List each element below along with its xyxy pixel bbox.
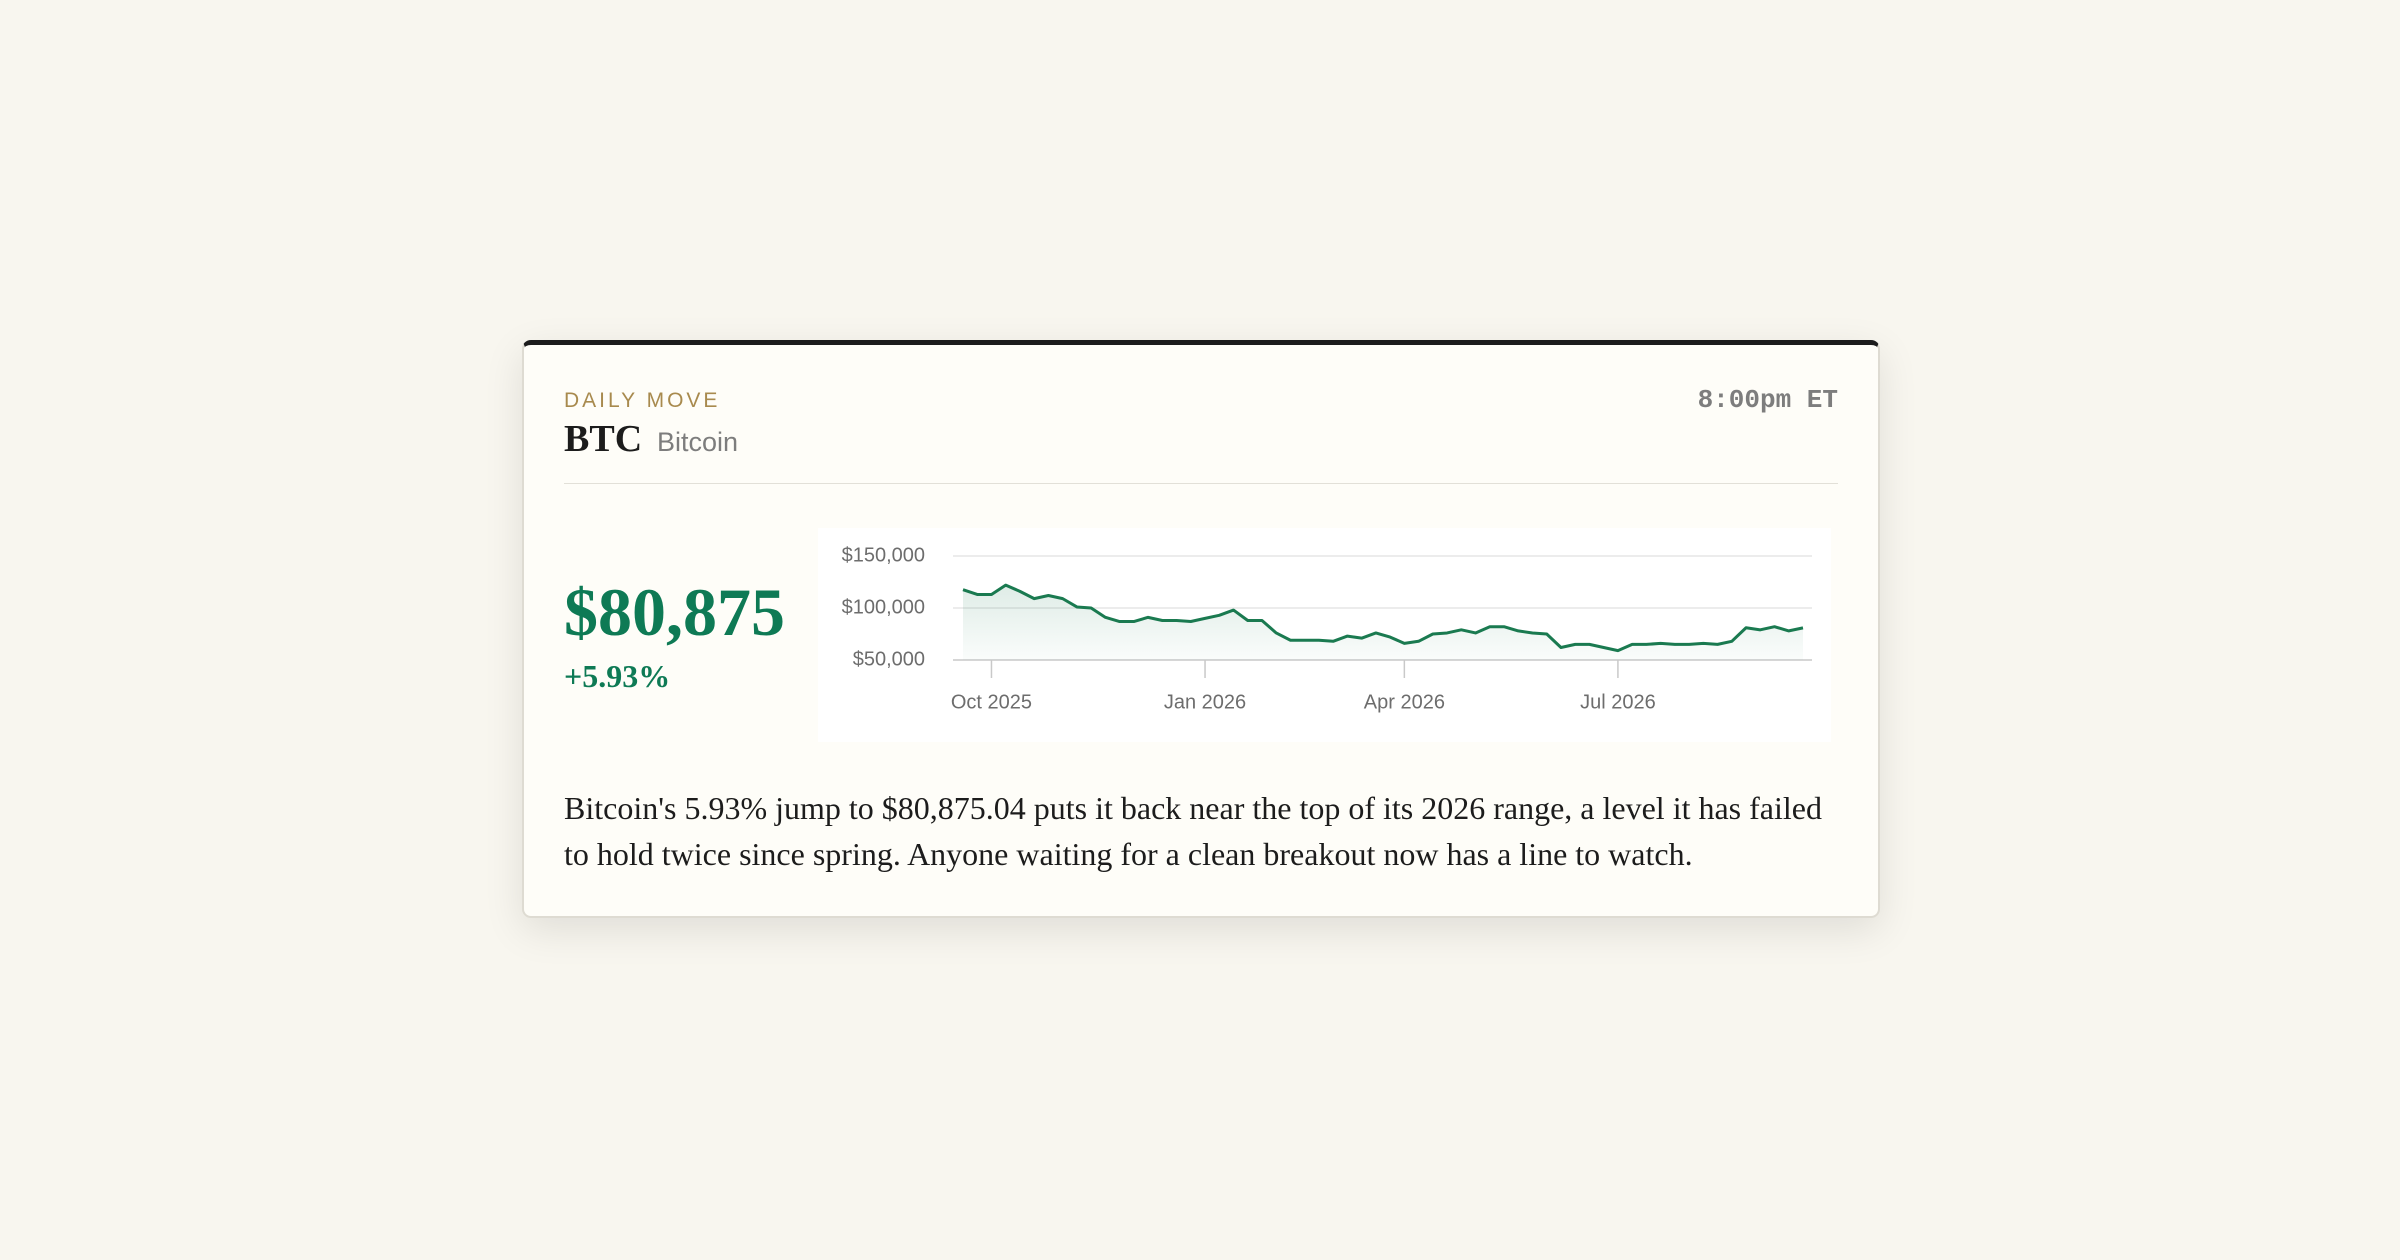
asset-name: Bitcoin (657, 427, 739, 457)
x-tick-label: Jan 2026 (1164, 691, 1246, 713)
divider (564, 483, 1838, 484)
change: +5.93% (564, 658, 671, 694)
x-tick-label: Jul 2026 (1580, 691, 1656, 713)
y-tick-label: $50,000 (853, 648, 925, 670)
price: $80,875 (564, 574, 785, 650)
line (962, 583, 1804, 653)
area (963, 585, 1803, 660)
card: DAILY MOVE BTC Bitcoin 8:00pm ET $80,875… (522, 340, 1880, 918)
ticker: BTC (564, 418, 643, 460)
y-tick-label: $150,000 (842, 544, 925, 566)
commentary: Bitcoin's 5.93% jump to $80,875.04 puts … (564, 790, 1822, 872)
timestamp: 8:00pm ET (1697, 385, 1838, 415)
chart: $50,000 $100,000 $150,000 Oct 2025 Jan 2026 A… (818, 528, 1831, 742)
kicker: DAILY MOVE (564, 389, 721, 412)
y-tick-label: $100,000 (842, 596, 925, 618)
x-tick-label: Apr 2026 (1364, 691, 1445, 713)
x-tick-label: Oct 2025 (951, 691, 1032, 713)
